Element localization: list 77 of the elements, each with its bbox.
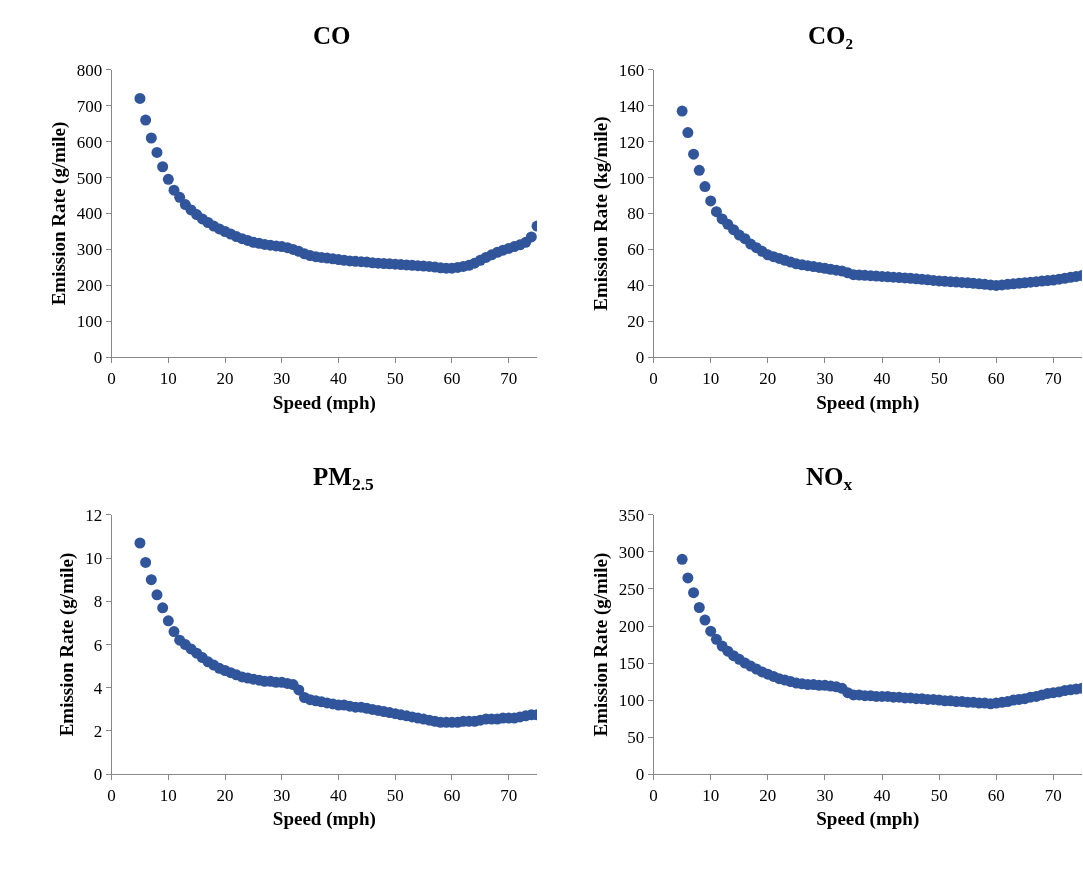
y-tick-label: 6 bbox=[93, 635, 103, 655]
y-tick-label: 80 bbox=[627, 204, 645, 224]
x-tick-label: 10 bbox=[702, 368, 720, 388]
x-tick-label: 50 bbox=[386, 785, 404, 805]
y-tick-label: 800 bbox=[76, 60, 103, 80]
chart-title: CO₂ bbox=[808, 22, 853, 49]
y-tick-label: 100 bbox=[618, 691, 645, 711]
x-tick-label: 20 bbox=[216, 368, 234, 388]
y-tick-label: 0 bbox=[93, 765, 103, 785]
y-tick-label: 12 bbox=[85, 505, 103, 525]
y-tick-label: 160 bbox=[618, 60, 645, 80]
x-tick-label: 50 bbox=[386, 368, 404, 388]
y-tick-label: 100 bbox=[618, 168, 645, 188]
x-tick-label: 10 bbox=[702, 785, 720, 805]
x-tick-label: 30 bbox=[816, 368, 834, 388]
y-tick-label: 200 bbox=[76, 276, 103, 296]
y-tick-label: 250 bbox=[618, 579, 645, 599]
x-tick-label: 0 bbox=[107, 785, 116, 805]
x-axis-title: Speed (mph) bbox=[272, 808, 376, 831]
y-tick-label: 4 bbox=[93, 678, 103, 698]
x-tick-label: 70 bbox=[1044, 368, 1062, 388]
x-tick-label: 30 bbox=[273, 368, 291, 388]
x-tick-label: 20 bbox=[759, 368, 777, 388]
x-tick-label: 40 bbox=[873, 785, 891, 805]
x-tick-label: 40 bbox=[329, 785, 347, 805]
x-tick-label: 70 bbox=[1044, 785, 1062, 805]
y-tick-label: 0 bbox=[635, 765, 645, 785]
x-tick-label: 50 bbox=[930, 785, 948, 805]
y-tick-label: 100 bbox=[76, 312, 103, 332]
x-tick-label: 0 bbox=[649, 785, 658, 805]
x-tick-label: 70 bbox=[500, 785, 518, 805]
x-tick-label: 70 bbox=[500, 368, 518, 388]
y-tick-label: 500 bbox=[76, 168, 103, 188]
x-tick-label: 60 bbox=[443, 368, 461, 388]
y-tick-label: 20 bbox=[627, 312, 645, 332]
x-axis-title: Speed (mph) bbox=[816, 808, 920, 831]
y-tick-label: 150 bbox=[618, 654, 645, 674]
y-tick-label: 10 bbox=[85, 549, 103, 569]
y-tick-label: 200 bbox=[618, 616, 645, 636]
x-tick-label: 50 bbox=[930, 368, 948, 388]
x-tick-label: 20 bbox=[759, 785, 777, 805]
y-tick-label: 2 bbox=[93, 721, 103, 741]
x-tick-label: 0 bbox=[107, 368, 116, 388]
y-tick-label: 0 bbox=[93, 348, 103, 368]
y-tick-label: 60 bbox=[627, 240, 645, 260]
chart-title: CO bbox=[313, 22, 351, 49]
y-tick-label: 0 bbox=[635, 348, 645, 368]
x-tick-label: 0 bbox=[649, 368, 658, 388]
x-axis-title: Speed (mph) bbox=[816, 391, 920, 414]
y-axis-title: Emission Rate (kg/mile) bbox=[589, 116, 612, 311]
x-tick-label: 10 bbox=[159, 368, 177, 388]
y-axis-title: Emission Rate (g/mile) bbox=[56, 552, 79, 737]
x-tick-label: 60 bbox=[443, 785, 461, 805]
chart-title: NO$_{x}$ bbox=[806, 463, 853, 495]
y-tick-label: 600 bbox=[76, 132, 103, 152]
y-axis-title: Emission Rate (g/mile) bbox=[47, 121, 70, 306]
x-tick-label: 10 bbox=[159, 785, 177, 805]
y-tick-label: 700 bbox=[76, 96, 103, 116]
y-tick-label: 300 bbox=[618, 542, 645, 562]
y-tick-label: 350 bbox=[618, 505, 645, 525]
chart-title: PM$_{2.5}$ bbox=[313, 463, 374, 495]
x-tick-label: 60 bbox=[987, 368, 1005, 388]
y-tick-label: 140 bbox=[618, 96, 645, 116]
y-tick-label: 40 bbox=[627, 276, 645, 296]
y-tick-label: 50 bbox=[627, 728, 645, 748]
x-axis-title: Speed (mph) bbox=[272, 391, 376, 414]
x-tick-label: 30 bbox=[273, 785, 291, 805]
y-tick-label: 8 bbox=[93, 592, 103, 612]
y-axis-title: Emission Rate (g/mile) bbox=[589, 552, 612, 737]
x-tick-label: 40 bbox=[329, 368, 347, 388]
x-tick-label: 20 bbox=[216, 785, 234, 805]
y-tick-label: 400 bbox=[76, 204, 103, 224]
y-tick-label: 300 bbox=[76, 240, 103, 260]
x-tick-label: 40 bbox=[873, 368, 891, 388]
x-tick-label: 30 bbox=[816, 785, 834, 805]
y-tick-label: 120 bbox=[618, 132, 645, 152]
x-tick-label: 60 bbox=[987, 785, 1005, 805]
